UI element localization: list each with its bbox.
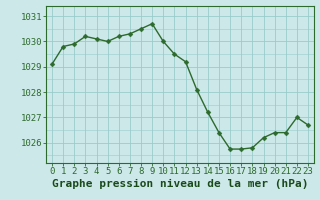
X-axis label: Graphe pression niveau de la mer (hPa): Graphe pression niveau de la mer (hPa) [52, 179, 308, 189]
